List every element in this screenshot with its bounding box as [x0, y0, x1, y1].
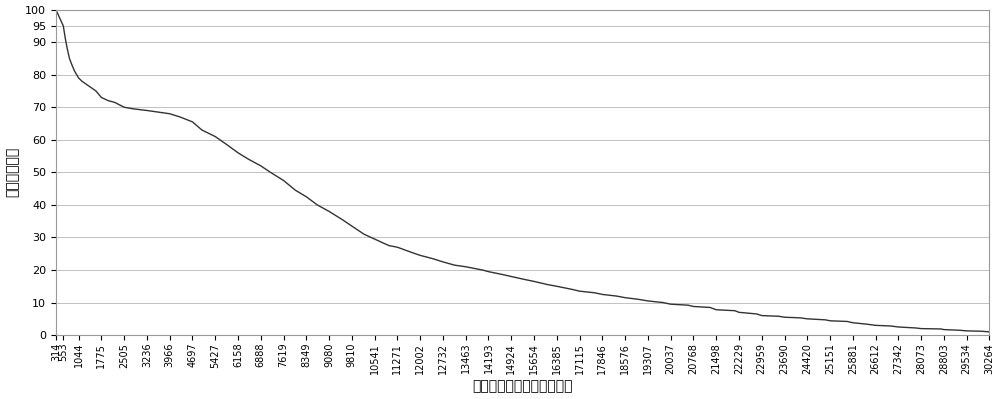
X-axis label: 出行起评点停留时长（秒）: 出行起评点停留时长（秒）	[472, 379, 573, 393]
Y-axis label: 累计概率分布: 累计概率分布	[6, 147, 20, 198]
